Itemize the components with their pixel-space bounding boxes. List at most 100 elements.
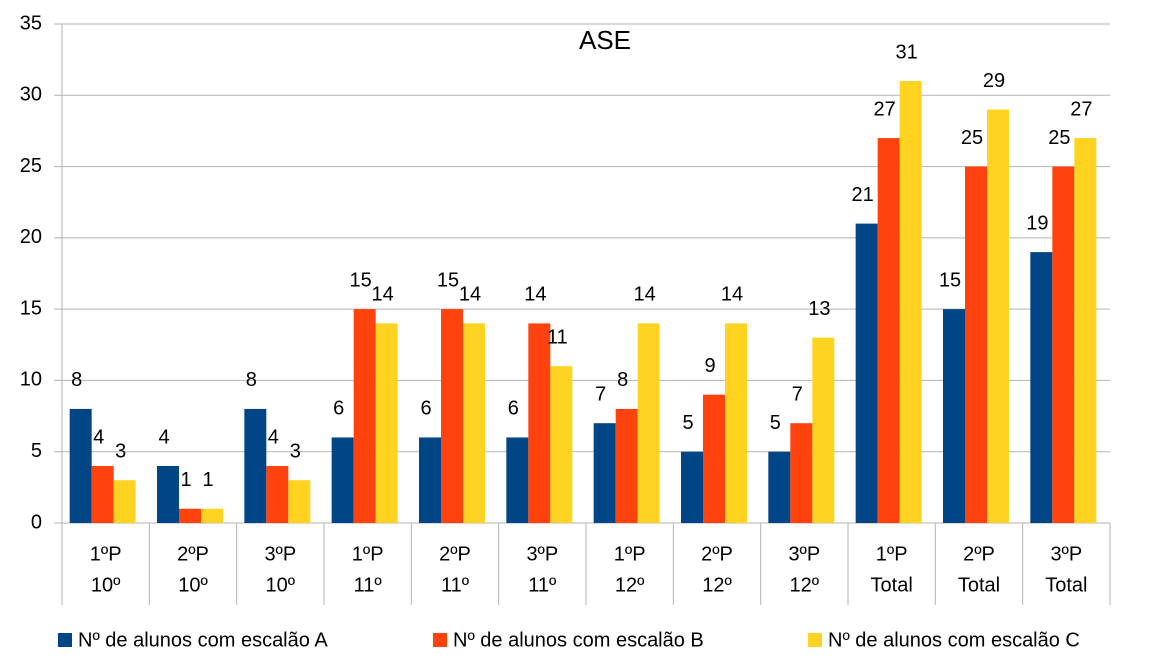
bar: [681, 451, 703, 523]
bar: [703, 394, 725, 523]
data-label: 4: [93, 426, 104, 448]
bar: [943, 309, 965, 523]
data-label: 7: [595, 383, 606, 405]
x-tick-label: 12º: [702, 574, 732, 596]
y-tick-label: 35: [20, 12, 42, 34]
bar: [768, 451, 791, 523]
data-label: 4: [268, 426, 279, 448]
x-tick-label: 1ºP: [614, 543, 646, 565]
data-label: 9: [704, 355, 715, 377]
y-tick-label: 5: [31, 440, 42, 462]
data-label: 14: [459, 284, 481, 306]
x-tick-label: 11º: [528, 574, 557, 596]
legend-swatch: [433, 633, 447, 647]
data-label: 8: [617, 369, 628, 391]
data-label: 19: [1026, 212, 1048, 234]
x-tick-label: 1ºP: [90, 543, 122, 565]
bar: [593, 423, 616, 523]
bar: [288, 480, 311, 523]
bar: [419, 437, 441, 523]
data-label: 5: [682, 412, 693, 434]
data-label: 6: [420, 398, 431, 420]
x-tick-label: Total: [1045, 574, 1087, 596]
x-tick-label: 11º: [441, 574, 470, 596]
data-label: 27: [874, 98, 896, 120]
data-label: 25: [1048, 127, 1070, 149]
bar: [353, 309, 376, 523]
x-tick-label: 12º: [615, 574, 645, 596]
bar: [91, 465, 114, 523]
data-label: 14: [524, 284, 546, 306]
x-tick-label: 3ºP: [264, 543, 296, 565]
data-label: 27: [1070, 98, 1092, 120]
legend-label: Nº de alunos com escalão A: [78, 629, 328, 651]
data-label: 4: [158, 426, 169, 448]
x-tick-label: 3ºP: [1050, 543, 1082, 565]
bar: [266, 465, 289, 523]
bar: [615, 408, 638, 523]
data-label: 1: [180, 469, 191, 491]
bar: [331, 437, 354, 523]
bar: [965, 166, 987, 524]
bar: [441, 309, 463, 523]
data-label: 1: [202, 469, 213, 491]
legend-swatch: [808, 633, 822, 647]
x-tick-label: 3ºP: [526, 543, 558, 565]
data-label: 7: [792, 383, 803, 405]
bar: [812, 337, 835, 523]
legend-label: Nº de alunos com escalão C: [828, 629, 1080, 651]
data-label: 14: [372, 284, 394, 306]
data-label: 29: [983, 70, 1005, 92]
x-tick-label: 1ºP: [352, 543, 384, 565]
legend-label: Nº de alunos com escalão B: [453, 629, 704, 651]
y-tick-label: 30: [20, 84, 42, 106]
data-label: 5: [770, 412, 781, 434]
y-tick-label: 0: [31, 511, 42, 533]
y-tick-label: 10: [20, 369, 42, 391]
data-label: 15: [350, 269, 372, 291]
data-label: 14: [721, 284, 743, 306]
x-tick-label: 11º: [354, 574, 383, 596]
data-label: 15: [437, 269, 459, 291]
x-tick-label: 3ºP: [788, 543, 820, 565]
x-tick-label: 2ºP: [439, 543, 471, 565]
y-tick-label: 20: [20, 226, 42, 248]
bar: [855, 223, 878, 523]
y-tick-label: 25: [20, 155, 42, 177]
x-tick-label: 2ºP: [177, 543, 209, 565]
bar: [69, 408, 92, 523]
bar: [877, 138, 900, 524]
bar: [725, 323, 747, 523]
bar: [463, 323, 485, 523]
bar: [1052, 166, 1075, 524]
bar: [1030, 252, 1053, 523]
x-tick-label: Total: [871, 574, 913, 596]
bar: [790, 423, 813, 523]
x-tick-label: 2ºP: [963, 543, 995, 565]
bar: [1074, 138, 1097, 524]
bar: [201, 508, 223, 523]
data-label: 8: [246, 369, 257, 391]
bar: [179, 508, 201, 523]
x-tick-label: 12º: [790, 574, 820, 596]
chart-title: ASE: [579, 25, 631, 55]
x-tick-label: 2ºP: [701, 543, 733, 565]
x-tick-label: Total: [958, 574, 1000, 596]
data-label: 3: [115, 441, 126, 463]
bar: [987, 109, 1009, 524]
bar: [899, 81, 922, 524]
data-label: 25: [961, 127, 983, 149]
data-label: 6: [333, 398, 344, 420]
bar: [637, 323, 660, 523]
bar: [528, 323, 551, 523]
data-label: 31: [896, 41, 918, 63]
data-label: 8: [71, 369, 82, 391]
x-tick-label: 10º: [178, 574, 208, 596]
legend-swatch: [58, 633, 72, 647]
bar: [375, 323, 398, 523]
bar: [244, 408, 267, 523]
data-label: 6: [508, 398, 519, 420]
bar: [506, 437, 529, 523]
data-label: 3: [290, 441, 301, 463]
